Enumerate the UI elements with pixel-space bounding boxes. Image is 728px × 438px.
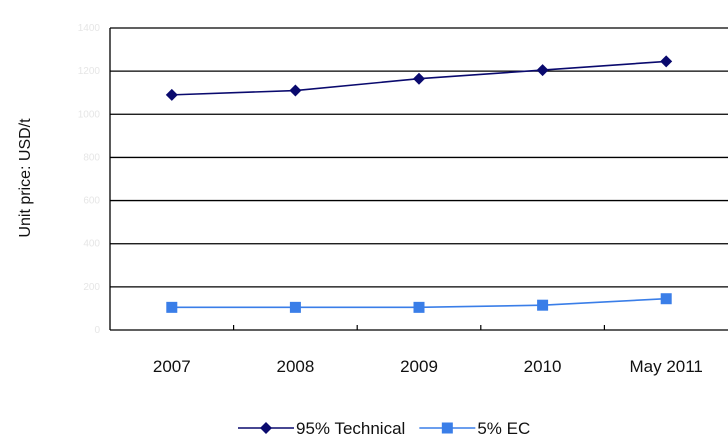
y-tick-label: 1400 bbox=[78, 23, 101, 34]
y-tick-label: 200 bbox=[83, 282, 100, 293]
x-tick-label: 2009 bbox=[400, 357, 438, 376]
legend-marker bbox=[441, 422, 453, 434]
legend: 95% Technical 5% EC bbox=[238, 419, 530, 438]
data-point bbox=[289, 84, 302, 97]
y-tick-label: 1000 bbox=[78, 109, 101, 120]
data-point bbox=[289, 301, 301, 313]
data-point bbox=[413, 301, 425, 313]
legend-marker bbox=[260, 422, 272, 434]
y-tick-label: 1200 bbox=[78, 66, 101, 77]
series-2 bbox=[166, 293, 672, 313]
y-axis-title: Unit price: USD/t bbox=[17, 118, 34, 238]
y-tick-label: 600 bbox=[83, 196, 100, 207]
y-tick-label: 400 bbox=[83, 239, 100, 250]
legend-label: 5% EC bbox=[477, 419, 530, 438]
data-point bbox=[413, 72, 425, 85]
data-point bbox=[536, 64, 549, 77]
legend-label: 95% Technical bbox=[296, 419, 405, 438]
data-point bbox=[537, 299, 549, 311]
x-tick-labels: 2007 2008 2009 2010 May 2011 bbox=[153, 357, 703, 376]
data-point bbox=[660, 55, 673, 68]
legend-item: 5% EC bbox=[419, 419, 530, 438]
series-1 bbox=[165, 55, 673, 101]
data-point bbox=[165, 88, 178, 101]
x-tick-label: 2007 bbox=[153, 357, 191, 376]
y-tick-label: 0 bbox=[94, 325, 100, 336]
gridlines bbox=[110, 27, 728, 288]
data-point bbox=[166, 301, 178, 313]
legend-item: 95% Technical bbox=[238, 419, 405, 438]
x-tick-label: May 2011 bbox=[629, 357, 702, 376]
data-point bbox=[660, 293, 672, 305]
x-tick-label: 2008 bbox=[276, 357, 314, 376]
axes bbox=[109, 28, 728, 331]
y-tick-label: 800 bbox=[83, 152, 100, 163]
x-tick-label: 2010 bbox=[524, 357, 562, 376]
series-group bbox=[165, 55, 673, 313]
y-tick-labels: 0 200 400 600 800 1000 1200 1400 bbox=[78, 23, 101, 336]
